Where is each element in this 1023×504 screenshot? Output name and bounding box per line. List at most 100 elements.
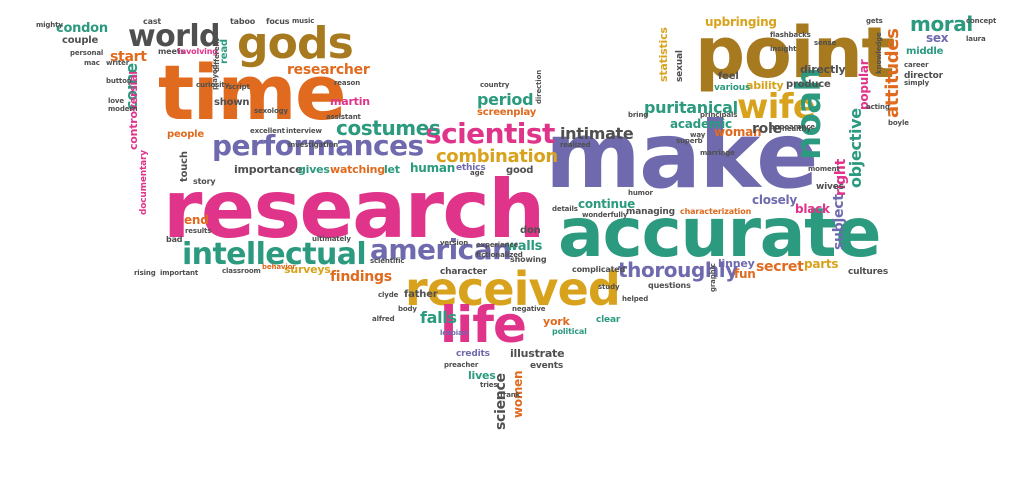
word: shown [214,97,250,108]
word: investigation [288,141,339,149]
word: puritanical [644,98,738,117]
word: body [398,305,417,313]
word: touch [179,151,190,182]
word: details [552,205,578,213]
word: fun [734,267,756,281]
word: version [440,239,469,247]
word: interview [286,127,322,135]
word: wonderfully [582,211,628,219]
word: walls [506,239,543,254]
word: classroom [222,267,261,275]
word: scientific [370,257,405,265]
word: martin [330,95,370,108]
word: period [477,90,534,109]
word: knowledge [875,32,883,74]
word: performances [212,129,424,162]
word: condon [56,21,108,36]
word: let [384,163,400,176]
word: flashbacks [770,31,811,39]
word: sexology [254,107,288,115]
word: curiosity [196,81,230,89]
word: writer [106,59,130,67]
word: closely [752,193,798,207]
word: career [904,61,929,69]
word: mac [84,59,100,67]
word: graphic [709,263,717,292]
word: lesbian [440,329,468,337]
word: humor [628,189,653,197]
word: make [545,102,819,209]
word: age [470,169,485,177]
word: questions [648,281,691,290]
word: bring [628,111,649,119]
word: clear [596,315,621,325]
word: intimate [560,124,634,143]
word: direction [535,69,543,104]
word: role [752,121,782,137]
word: involving [178,47,218,56]
word: continue [578,197,636,211]
word: don [520,225,541,236]
word: realized [560,141,591,149]
word: superb [676,137,703,145]
word: laura [966,35,986,43]
word: illustrate [510,347,565,360]
word: couple [62,35,99,46]
word: bad [166,235,183,244]
word: good [506,165,534,176]
word: helped [622,295,649,303]
word: gives [298,163,330,176]
word: ultimately [312,235,351,243]
word: credits [456,349,490,359]
word: sex [926,31,949,45]
word: appearance [770,123,815,131]
word: country [480,81,510,89]
word: insight [770,45,797,53]
word: directly [800,63,846,76]
word: negative [512,305,546,313]
word: researcher [287,62,370,78]
word: rising [134,269,156,277]
word: sense [814,39,837,47]
word: produce [786,79,831,90]
word: falls [420,308,457,327]
word: various [714,83,751,93]
word: documentary [139,150,149,215]
word: findings [330,269,392,285]
word: music [292,17,315,25]
word: clyde [378,291,399,299]
word: results [185,227,212,235]
word: human [410,161,456,175]
word: love [108,97,124,105]
word: taboo [230,17,256,26]
word: end [184,213,209,227]
word: accurate [558,194,881,273]
word: surveys [284,263,331,276]
word: moral [910,12,973,36]
word: time [158,48,347,137]
word: screenplay [477,107,537,118]
word: gods [237,18,354,69]
word: personal [70,49,104,57]
word: boyle [888,119,909,127]
word: cast [143,17,162,26]
word: wives [816,182,844,192]
word: concept [966,17,997,25]
word: modern [108,105,138,113]
word: healthy [782,125,811,133]
word: acting [866,103,890,111]
word: important [160,269,199,277]
word: mighty [36,21,63,29]
word: way [690,131,706,139]
word: principals [700,111,738,119]
word: parts [804,257,839,271]
word: woman [714,125,762,139]
word: thoroughly [618,258,738,282]
word: behavior [262,263,296,271]
word: frank [500,391,521,399]
word: character [440,267,487,277]
word: simply [904,79,929,87]
word: costumes [336,116,441,140]
word: reason [334,79,361,87]
